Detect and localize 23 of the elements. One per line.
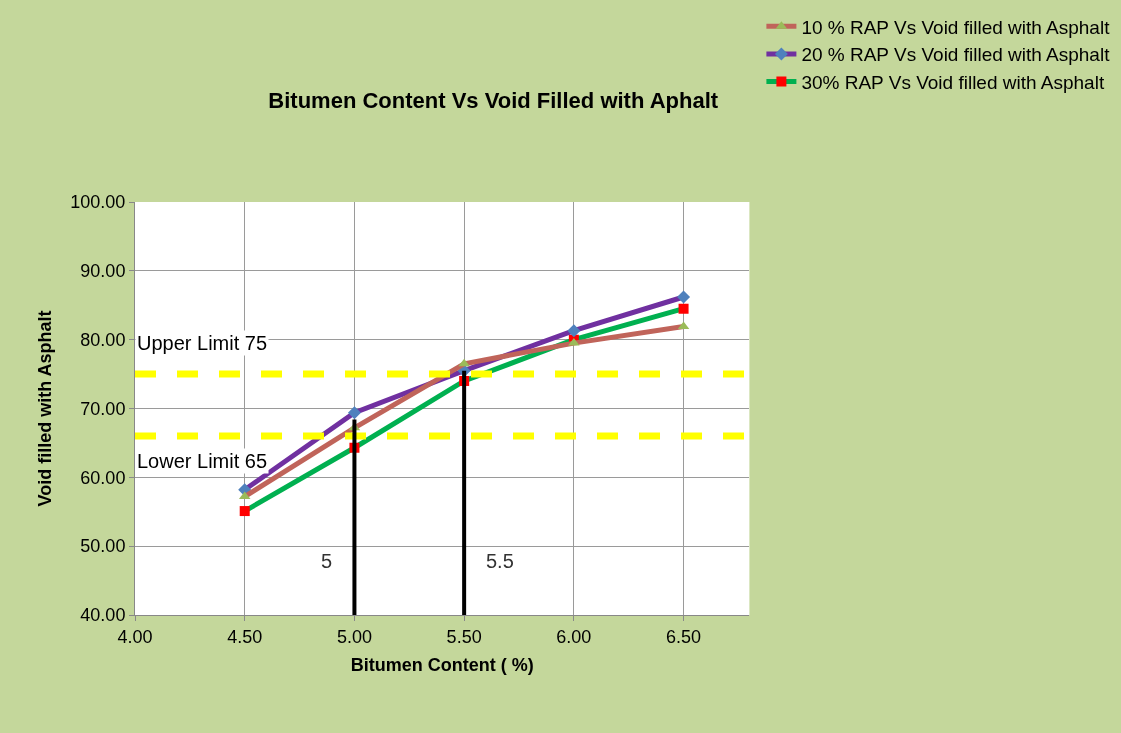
- y-tick-label: 90.00: [80, 261, 126, 282]
- y-tick-label: 40.00: [80, 605, 126, 626]
- x-tick-label: 6.50: [666, 626, 702, 647]
- legend-label: 30% RAP Vs Void filled with Asphalt: [801, 71, 1105, 93]
- ref-line-label: Upper Limit 75: [137, 332, 268, 354]
- y-tick-label: 60.00: [80, 467, 126, 488]
- x-tick-label: 5.50: [446, 626, 482, 647]
- legend-label: 10 % RAP Vs Void filled with Asphalt: [801, 16, 1111, 38]
- y-tick-label: 50.00: [80, 536, 126, 557]
- y-tick-label: 100.00: [70, 192, 126, 213]
- y-tick-label: 70.00: [80, 398, 126, 419]
- ref-line-label: Lower Limit 65: [137, 450, 268, 472]
- ref-line-label: 5.5: [486, 550, 514, 572]
- ref-line-label: 5: [321, 550, 333, 572]
- x-axis-title: Bitumen Content ( %): [350, 654, 534, 675]
- legend-label: 20 % RAP Vs Void filled with Asphalt: [801, 44, 1111, 66]
- y-tick-label: 80.00: [80, 329, 126, 350]
- x-tick-label: 6.00: [556, 626, 592, 647]
- x-tick-label: 4.50: [227, 626, 263, 647]
- y-axis-title: Void filled with Asphalt: [34, 310, 55, 507]
- x-tick-label: 5.00: [336, 626, 372, 647]
- x-tick-label: 4.00: [117, 626, 153, 647]
- chart-title: Bitumen Content Vs Void Filled with Aphalt: [268, 87, 719, 113]
